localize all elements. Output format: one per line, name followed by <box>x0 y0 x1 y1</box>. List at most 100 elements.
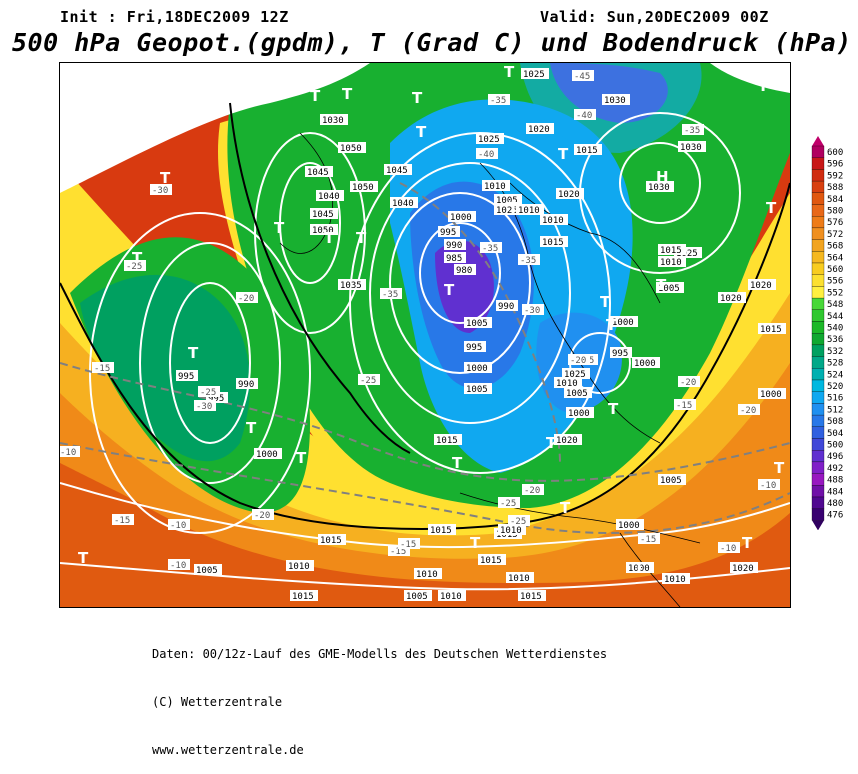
greenland-area <box>60 63 370 193</box>
pressure-label: 1035 <box>340 281 362 291</box>
footer: Daten: 00/12z-Lauf des GME-Modells des D… <box>152 614 607 774</box>
pressure-label-bg <box>498 524 526 535</box>
pressure-label-bg <box>540 214 568 225</box>
pressure-label-bg <box>516 204 544 215</box>
low-pressure-symbol: T <box>356 229 367 247</box>
temperature-label: -15 <box>640 535 656 545</box>
north-blue <box>520 63 702 153</box>
low-pressure-symbol: T <box>132 249 143 267</box>
temperature-label: -35 <box>520 256 536 266</box>
temperature-label: -15 <box>94 364 110 374</box>
pressure-label: 990 <box>498 302 514 312</box>
temperature-label-bg <box>488 94 510 105</box>
pressure-label-bg <box>574 144 602 155</box>
temperature-label: -10 <box>170 521 186 531</box>
temperature-label: -25 <box>200 388 216 398</box>
pressure-label-bg <box>496 300 518 311</box>
temperature-label-bg <box>568 354 590 365</box>
pressure-label-bg <box>286 560 314 571</box>
pressure-label-bg <box>448 211 476 222</box>
pressure-label: 1015 <box>436 436 458 446</box>
temperature-label: -30 <box>524 306 540 316</box>
legend-value: 488 <box>827 476 843 486</box>
low-pressure-symbol: T <box>546 434 557 452</box>
temperature-label: -35 <box>490 96 506 106</box>
pressure-label: 1020 <box>750 281 772 291</box>
legend-value: 584 <box>827 195 843 205</box>
pressure-label: 980 <box>456 266 472 276</box>
pressure-label: 1045 <box>386 166 408 176</box>
pressure-label: 995 <box>612 349 628 359</box>
temperature-label-bg <box>150 184 172 195</box>
legend-value: 572 <box>827 230 843 240</box>
legend-swatch <box>811 391 825 404</box>
legend-value: 556 <box>827 277 843 287</box>
pressure-label-bg <box>444 239 466 250</box>
pressure-label-bg <box>610 316 638 327</box>
pressure-label-bg <box>678 141 706 152</box>
pressure-label: 1025 <box>478 135 500 145</box>
pressure-label-bg <box>390 197 418 208</box>
pressure-label: 1010 <box>664 575 686 585</box>
pressure-label-bg <box>444 252 466 263</box>
temperature-label: -45 <box>574 72 590 82</box>
temperature-label: -30 <box>152 186 168 196</box>
temperature-label-bg <box>508 515 530 526</box>
temperature-label-bg <box>112 514 134 525</box>
legend-swatch <box>811 204 825 217</box>
legend-value: 560 <box>827 265 843 275</box>
pressure-label: 1015 <box>542 238 564 248</box>
pressure-label-bg <box>540 236 568 247</box>
pressure-label-bg <box>206 392 228 403</box>
pressure-label: 1015 <box>480 556 502 566</box>
pressure-label: 990 <box>446 241 462 251</box>
low-pressure-symbol: T <box>78 549 89 567</box>
pressure-label-bg <box>658 474 686 485</box>
pressure-label: 1045 <box>312 210 334 220</box>
pressure-label: 1030 <box>322 116 344 126</box>
temperature-label: -10 <box>60 448 76 458</box>
legend-swatch <box>811 450 825 463</box>
legend-value: 588 <box>827 183 843 193</box>
temperature-label: -25 <box>360 376 376 386</box>
legend-value: 484 <box>827 487 843 497</box>
footer-website[interactable]: www.wetterzentrale.de <box>152 743 304 757</box>
temperature-label-bg <box>480 242 502 253</box>
weather-map[interactable]: 1025 1030 1030 1020 1015 1025 1035 1050 1045 1040… <box>59 62 791 608</box>
temperature-label: -10 <box>170 561 186 571</box>
low-pressure-symbol: T <box>742 534 753 552</box>
pressure-label-bg <box>438 590 466 601</box>
temperature-label-bg <box>398 538 420 549</box>
temperature-label: -15 <box>676 401 692 411</box>
legend-swatch <box>811 485 825 498</box>
pressure-label: 1005 <box>466 319 488 329</box>
temperature-label-layer: -45 -40 -35 -35 -40 -35 -30 -25 -25 -30 -20 -15 -10 -… <box>60 70 780 571</box>
legend-value: 524 <box>827 370 843 380</box>
pressure-label: 1000 <box>634 359 656 369</box>
legend-value: 480 <box>827 499 843 509</box>
low-pressure-symbol: T <box>342 85 353 103</box>
legend-swatch <box>811 262 825 275</box>
pressure-label: 1025 <box>523 70 545 80</box>
pressure-label: 1040 <box>392 199 414 209</box>
legend-swatch <box>811 426 825 439</box>
low-pressure-symbol: T <box>606 316 617 334</box>
temperature-label-bg <box>380 288 402 299</box>
legend-swatch <box>811 403 825 416</box>
low-pressure-symbol: T <box>774 459 785 477</box>
temperature-label-bg <box>236 292 258 303</box>
pressure-label-bg <box>428 524 456 535</box>
temperature-label-bg <box>358 374 380 385</box>
pressure-label-bg <box>564 387 592 398</box>
pressure-label-bg <box>730 562 758 573</box>
temperature-label-bg <box>388 545 410 556</box>
pressure-label-bg <box>254 448 282 459</box>
legend-value: 500 <box>827 441 843 451</box>
temperature-label: -25 <box>500 499 516 509</box>
pressure-label-bg <box>556 188 584 199</box>
pressure-label-bg <box>338 279 366 290</box>
pressure-label-bg <box>464 362 492 373</box>
trough-center <box>435 240 494 333</box>
pressure-label: 995 <box>440 228 456 238</box>
legend-swatch <box>811 368 825 381</box>
